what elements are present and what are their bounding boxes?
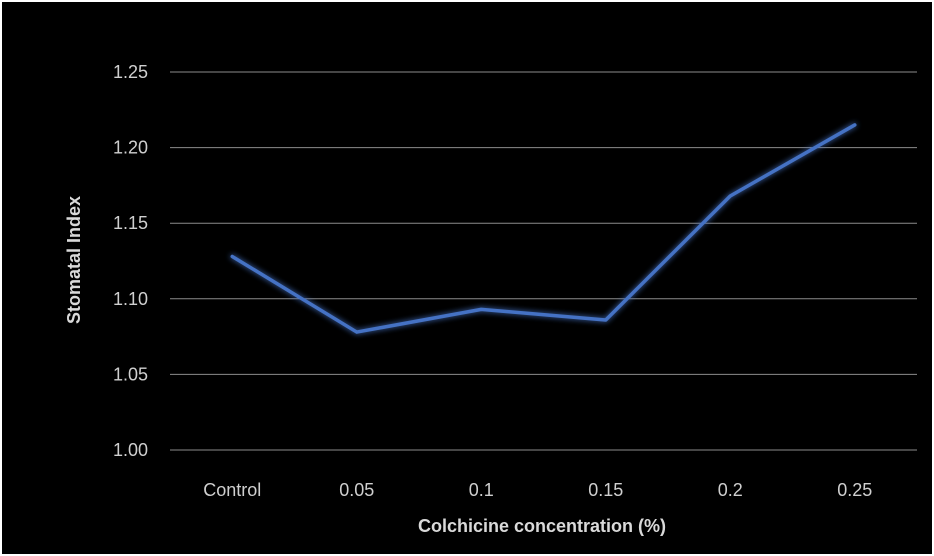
y-tick-label: 1.25 xyxy=(113,62,148,82)
y-tick-label: 1.15 xyxy=(113,213,148,233)
y-tick-label: 1.10 xyxy=(113,289,148,309)
gridlines xyxy=(170,71,917,451)
x-tick-label: 0.1 xyxy=(469,480,494,500)
x-axis-title: Colchicine concentration (%) xyxy=(418,516,666,536)
y-tick-label: 1.05 xyxy=(113,364,148,384)
y-axis-ticks: 1.00 1.05 1.10 1.15 1.20 1.25 xyxy=(113,62,148,460)
y-tick-label: 1.20 xyxy=(113,138,148,158)
series-layer xyxy=(230,123,857,334)
x-tick-label: 0.05 xyxy=(339,480,374,500)
x-tick-label: 0.15 xyxy=(588,480,623,500)
y-tick-label: 1.00 xyxy=(113,440,148,460)
x-tick-label: 0.2 xyxy=(718,480,743,500)
x-axis-ticks: Control 0.05 0.1 0.15 0.2 0.25 xyxy=(203,480,872,500)
y-axis-title: Stomatal Index xyxy=(64,196,84,324)
x-tick-label: 0.25 xyxy=(837,480,872,500)
series-line xyxy=(230,123,857,334)
x-tick-label: Control xyxy=(203,480,261,500)
